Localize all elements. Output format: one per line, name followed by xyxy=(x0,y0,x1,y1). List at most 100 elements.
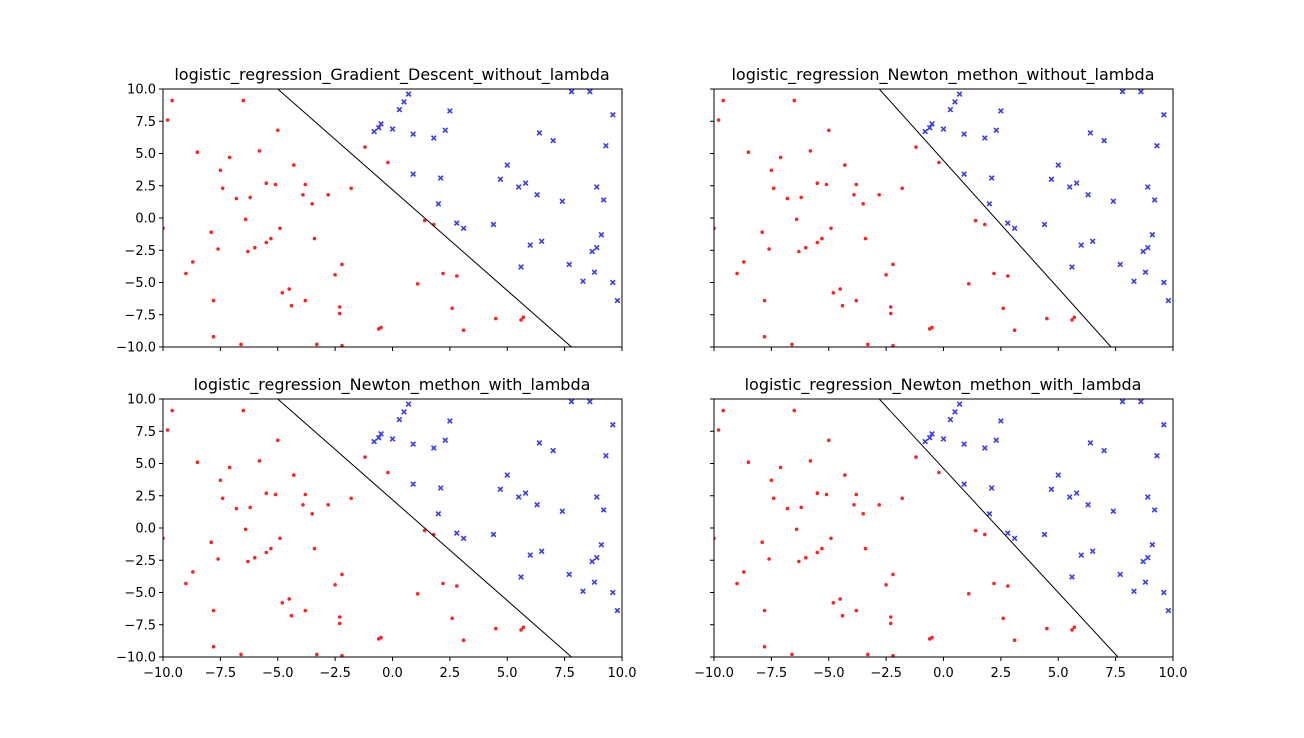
point-class1 xyxy=(1073,180,1080,187)
point-class1 xyxy=(527,242,534,248)
point-class1 xyxy=(1089,548,1096,555)
point-class1 xyxy=(536,439,543,446)
point-class1 xyxy=(1055,162,1062,168)
point-class1 xyxy=(410,481,417,488)
point-class1 xyxy=(1011,535,1018,542)
point-class0 xyxy=(521,315,526,320)
point-class1 xyxy=(568,89,575,95)
y-tick-label: 0.0 xyxy=(135,522,156,537)
point-class0 xyxy=(866,652,870,657)
point-class0 xyxy=(888,311,893,316)
point-class0 xyxy=(216,247,220,251)
point-class1 xyxy=(1149,231,1156,238)
point-class1 xyxy=(603,142,609,149)
point-class0 xyxy=(746,460,751,465)
point-class1 xyxy=(504,472,511,478)
point-class0 xyxy=(797,249,801,254)
point-class0 xyxy=(824,492,829,497)
point-class0 xyxy=(337,615,342,619)
point-class0 xyxy=(973,218,978,223)
point-class1 xyxy=(1011,225,1018,232)
y-tick-label: 2.5 xyxy=(135,489,156,504)
x-tick-label: −5.0 xyxy=(262,666,294,681)
point-class1 xyxy=(1149,541,1156,548)
point-class0 xyxy=(211,298,216,303)
point-class1 xyxy=(1144,494,1151,500)
decision-boundary xyxy=(878,399,1119,657)
point-class1 xyxy=(568,399,575,405)
point-class1 xyxy=(609,589,616,596)
point-class1 xyxy=(1151,197,1158,203)
x-tick-label: 7.5 xyxy=(1105,666,1126,681)
point-class0 xyxy=(742,570,746,574)
point-class0 xyxy=(820,546,824,551)
point-class0 xyxy=(769,478,774,483)
point-class0 xyxy=(794,217,799,222)
point-class0 xyxy=(891,653,895,657)
point-class0 xyxy=(450,306,455,311)
point-class1 xyxy=(593,554,600,561)
point-class0 xyxy=(349,186,354,191)
y-tick-label: 7.5 xyxy=(135,425,156,440)
point-class0 xyxy=(415,282,420,286)
point-class1 xyxy=(1087,129,1094,136)
point-class1 xyxy=(961,171,968,178)
point-class0 xyxy=(441,271,445,276)
point-class0 xyxy=(820,236,824,241)
point-class1 xyxy=(1165,607,1172,614)
point-class1 xyxy=(550,447,557,454)
point-class1 xyxy=(929,430,935,437)
point-class1 xyxy=(1048,176,1055,183)
point-class1 xyxy=(1154,452,1160,459)
point-class1 xyxy=(1110,508,1117,515)
x-tick-label: −7.5 xyxy=(205,666,237,681)
point-class0 xyxy=(808,149,813,153)
point-class0 xyxy=(992,271,996,276)
point-class0 xyxy=(289,303,294,308)
point-class1 xyxy=(1144,184,1151,190)
point-class0 xyxy=(211,334,216,339)
point-class0 xyxy=(792,98,797,103)
decision-boundary xyxy=(277,89,572,347)
point-class0 xyxy=(735,271,739,276)
point-class1 xyxy=(430,445,437,451)
point-class1 xyxy=(389,126,396,132)
point-class1 xyxy=(435,200,442,207)
point-class1 xyxy=(410,441,417,448)
point-class1 xyxy=(490,221,497,228)
subplot-top-left: logistic_regression_Gradient_Descent_wit… xyxy=(116,65,623,356)
point-class0 xyxy=(762,334,767,339)
point-class1 xyxy=(593,244,600,251)
point-class0 xyxy=(521,625,526,630)
point-class0 xyxy=(386,160,390,165)
point-class1 xyxy=(559,198,566,205)
point-class1 xyxy=(961,481,968,488)
point-class0 xyxy=(1012,638,1017,642)
point-class0 xyxy=(340,572,344,577)
y-tick-label: −7.5 xyxy=(124,618,156,633)
point-class0 xyxy=(827,438,831,443)
point-class1 xyxy=(603,452,609,459)
point-class0 xyxy=(1072,625,1077,630)
point-class0 xyxy=(246,559,250,564)
point-class1 xyxy=(1154,142,1160,149)
point-class0 xyxy=(494,626,498,631)
point-class0 xyxy=(1001,616,1005,621)
point-class0 xyxy=(337,311,342,316)
point-class0 xyxy=(771,186,776,191)
point-class0 xyxy=(838,597,842,601)
point-class0 xyxy=(243,527,248,532)
point-class1 xyxy=(401,99,407,105)
point-class0 xyxy=(861,202,865,206)
point-class1 xyxy=(926,124,933,131)
point-class0 xyxy=(239,652,243,657)
point-class1 xyxy=(587,399,593,405)
point-class0 xyxy=(218,478,223,483)
point-class1 xyxy=(929,120,935,127)
point-class0 xyxy=(340,343,344,347)
point-class0 xyxy=(854,492,859,497)
point-class0 xyxy=(1070,318,1074,322)
point-class0 xyxy=(861,512,865,516)
point-class0 xyxy=(310,512,315,516)
point-class1 xyxy=(550,137,557,144)
